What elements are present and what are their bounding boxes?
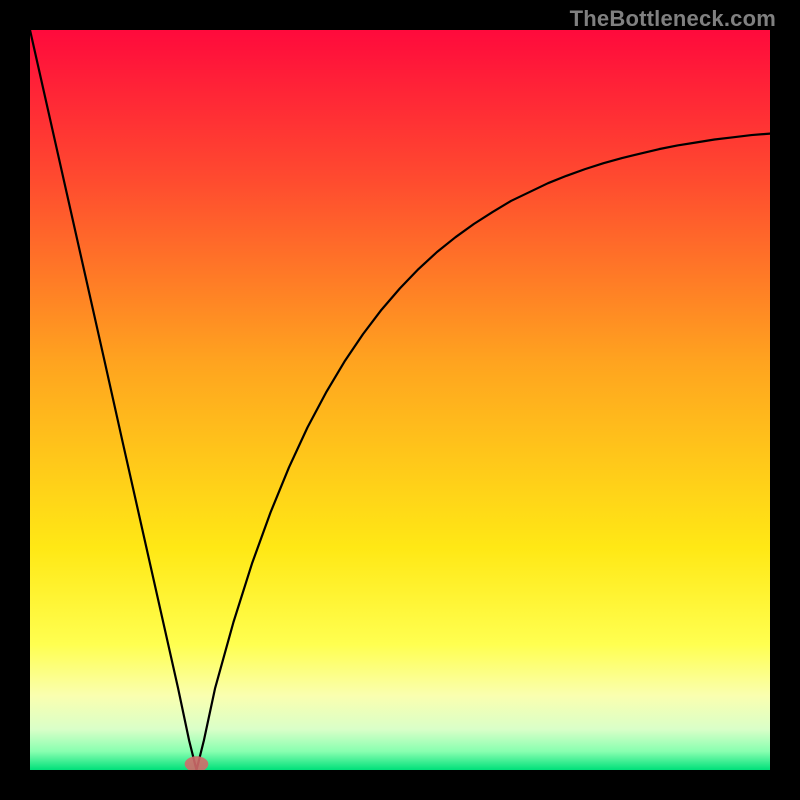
chart-frame: TheBottleneck.com: [0, 0, 800, 800]
plot-area: [30, 30, 770, 770]
gradient-background: [30, 30, 770, 770]
bottleneck-chart: [30, 30, 770, 770]
watermark-text: TheBottleneck.com: [570, 6, 776, 32]
